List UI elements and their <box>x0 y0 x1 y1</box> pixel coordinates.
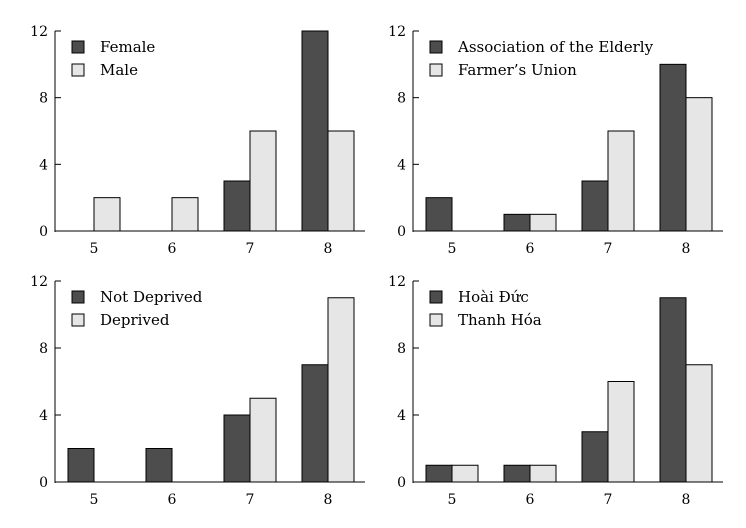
x-tick-label: 5 <box>90 492 99 508</box>
legend-label-series-1: Not Deprived <box>100 288 203 306</box>
y-tick-label: 8 <box>397 341 406 357</box>
legend-label-series-1: Female <box>100 38 155 56</box>
legend-label-series-1: Association of the Elderly <box>457 38 654 56</box>
legend-swatch-series-1 <box>429 40 443 54</box>
legend-label-series-2: Thanh Hóa <box>458 311 542 329</box>
y-tick-label: 0 <box>397 475 406 491</box>
chart-panel-4: 5 6 7 8 0 4 8 12 Hoài Đức Thanh Hóa <box>388 274 723 508</box>
bar-series-1-cat-6 <box>145 448 173 483</box>
y-tick-label: 12 <box>30 24 48 40</box>
y-tick-label: 12 <box>30 274 48 290</box>
bar-series-2-cat-5 <box>93 197 121 232</box>
bar-series-2-cat-8 <box>327 297 355 483</box>
y-tick-label: 4 <box>39 157 48 173</box>
x-tick-label: 6 <box>168 492 177 508</box>
bar-series-1-cat-7 <box>223 180 251 232</box>
x-tick-label: 7 <box>604 241 613 257</box>
bar-series-1-cat-8 <box>301 30 329 232</box>
bar-series-1-cat-8 <box>659 297 687 483</box>
y-tick-label: 0 <box>39 224 48 240</box>
legend-swatch-series-2 <box>71 63 85 77</box>
chart-panel-2: 5 6 7 8 0 4 8 12 Association of the Elderly Farme… <box>388 24 723 257</box>
y-tick-label: 8 <box>397 91 406 107</box>
bar-series-1-cat-6 <box>503 464 531 483</box>
x-tick-label: 5 <box>448 492 457 508</box>
legend-swatch-series-2 <box>429 63 443 77</box>
y-tick-label: 4 <box>397 157 406 173</box>
bar-series-1-cat-7 <box>581 431 609 483</box>
legend-swatch-series-1 <box>429 290 443 304</box>
bar-series-2-cat-5 <box>451 464 479 483</box>
legend-label-series-1: Hoài Đức <box>458 288 529 306</box>
x-tick-label: 8 <box>682 492 691 508</box>
x-tick-label: 6 <box>168 241 177 257</box>
legend-swatch-series-1 <box>71 40 85 54</box>
y-tick-label: 0 <box>39 475 48 491</box>
bar-series-1-cat-5 <box>67 448 95 483</box>
y-tick-label: 12 <box>388 274 406 290</box>
y-tick-label: 12 <box>388 24 406 40</box>
x-tick-label: 8 <box>682 241 691 257</box>
bar-series-2-cat-7 <box>249 130 277 232</box>
y-tick-label: 4 <box>39 408 48 424</box>
bar-series-1-cat-8 <box>659 63 687 232</box>
bar-series-2-cat-8 <box>685 364 713 483</box>
x-tick-label: 6 <box>526 492 535 508</box>
y-tick-label: 8 <box>39 91 48 107</box>
x-tick-label: 5 <box>90 241 99 257</box>
bar-series-2-cat-6 <box>171 197 199 232</box>
x-tick-label: 5 <box>448 241 457 257</box>
bar-series-2-cat-7 <box>249 397 277 483</box>
bar-series-1-cat-7 <box>581 180 609 232</box>
bar-series-2-cat-7 <box>607 381 635 483</box>
bar-series-1-cat-5 <box>425 464 453 483</box>
x-tick-label: 7 <box>246 492 255 508</box>
x-tick-label: 7 <box>604 492 613 508</box>
legend-swatch-series-1 <box>71 290 85 304</box>
legend-label-series-2: Male <box>100 61 138 79</box>
y-tick-label: 4 <box>397 408 406 424</box>
x-tick-label: 8 <box>324 492 333 508</box>
bar-series-1-cat-8 <box>301 364 329 483</box>
x-tick-label: 6 <box>526 241 535 257</box>
chart-panel-3: 5 6 7 8 0 4 8 12 Not Deprived Deprived <box>30 274 365 508</box>
bar-series-2-cat-7 <box>607 130 635 232</box>
bar-series-2-cat-8 <box>685 97 713 232</box>
chart-panel-1: 5 6 7 8 0 4 8 12 Female Male <box>30 24 365 257</box>
legend-label-series-2: Farmer’s Union <box>458 61 577 79</box>
x-tick-label: 8 <box>324 241 333 257</box>
bar-series-1-cat-7 <box>223 414 251 483</box>
legend-label-series-2: Deprived <box>100 311 170 329</box>
bar-series-2-cat-6 <box>529 213 557 232</box>
bar-series-1-cat-6 <box>503 213 531 232</box>
bar-series-2-cat-6 <box>529 464 557 483</box>
bar-series-1-cat-5 <box>425 197 453 232</box>
bar-series-2-cat-8 <box>327 130 355 232</box>
legend-swatch-series-2 <box>71 313 85 327</box>
x-tick-label: 7 <box>246 241 255 257</box>
legend-swatch-series-2 <box>429 313 443 327</box>
y-tick-label: 0 <box>397 224 406 240</box>
y-tick-label: 8 <box>39 341 48 357</box>
